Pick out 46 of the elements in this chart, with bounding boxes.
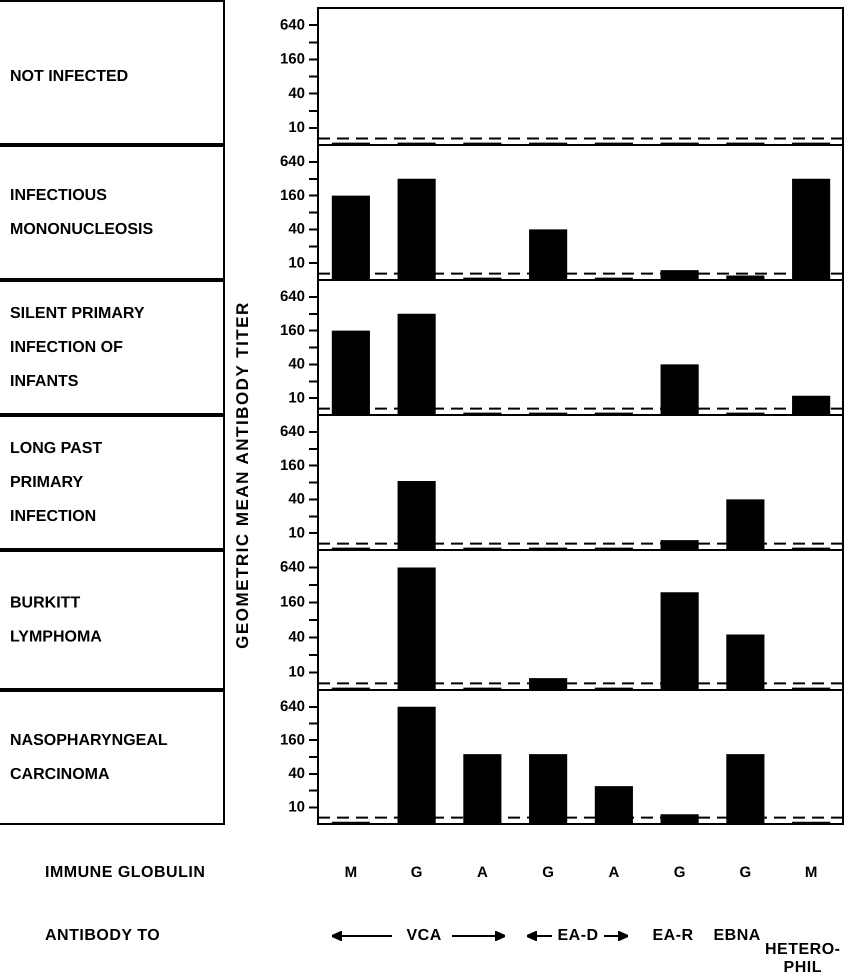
y-tick-label: 640 [280, 288, 305, 306]
y-tick-label: 160 [280, 50, 305, 68]
text: ANTIBODY TO [45, 927, 160, 945]
y-tick-label: 10 [288, 798, 305, 816]
y-tick-label: 10 [288, 664, 305, 681]
x-tick-label: M [804, 864, 818, 882]
text: EBNA [714, 927, 761, 945]
y-tick-label: 10 [288, 389, 305, 406]
y-axis-title: NASOPHARYNGEAL CARCINOMA [10, 732, 168, 783]
y-axis-title: SILENT PRIMARY INFECTION OF INFANTS [10, 304, 145, 390]
x-tick-label: M [344, 864, 358, 882]
y-tick-label: 40 [288, 84, 305, 102]
x-tick-label: G [674, 864, 686, 882]
y-tick-label: 640 [280, 423, 305, 440]
y-tick-label: 160 [280, 731, 305, 748]
y-tick-label: 40 [288, 356, 305, 373]
x-axis-title: IMMUNE GLOBULIN [45, 864, 206, 882]
y-tick-label: 10 [288, 254, 305, 272]
y-tick-label: 10 [288, 119, 305, 136]
text: GEOMETRIC MEAN ANTIBODY TITER [232, 301, 253, 649]
y-axis-title: LONG PAST PRIMARY INFECTION [10, 440, 102, 525]
y-tick-label: 10 [288, 524, 305, 542]
y-axis-title: NOT INFECTED [10, 68, 128, 85]
y-tick-label: 640 [280, 698, 305, 715]
x-tick-label: G [542, 864, 554, 882]
x-tick-label: A [476, 864, 488, 882]
y-tick-label: 40 [288, 220, 305, 238]
y-tick-label: 160 [280, 456, 305, 474]
y-tick-label: 640 [280, 16, 305, 34]
y-tick-label: 640 [280, 153, 305, 170]
x-tick-label: G [740, 864, 752, 882]
text: HETERO- PHIL [765, 941, 840, 976]
y-tick-label: 40 [288, 490, 305, 508]
y-tick-label: 160 [280, 322, 305, 339]
y-axis-title: BURKITT LYMPHOMA [10, 594, 102, 646]
x-tick-label: A [608, 864, 620, 882]
y-tick-label: 160 [280, 594, 305, 611]
y-tick-label: 40 [288, 628, 305, 646]
text: VCA [406, 927, 442, 945]
y-tick-label: 640 [280, 558, 305, 576]
y-tick-label: 160 [280, 186, 305, 204]
x-tick-label: G [410, 864, 422, 882]
y-tick-label: 40 [288, 764, 305, 782]
y-axis-title: INFECTIOUS MONONUCLEOSIS [10, 186, 154, 238]
text: EA-D [558, 927, 599, 945]
text: EA-R [652, 927, 694, 945]
